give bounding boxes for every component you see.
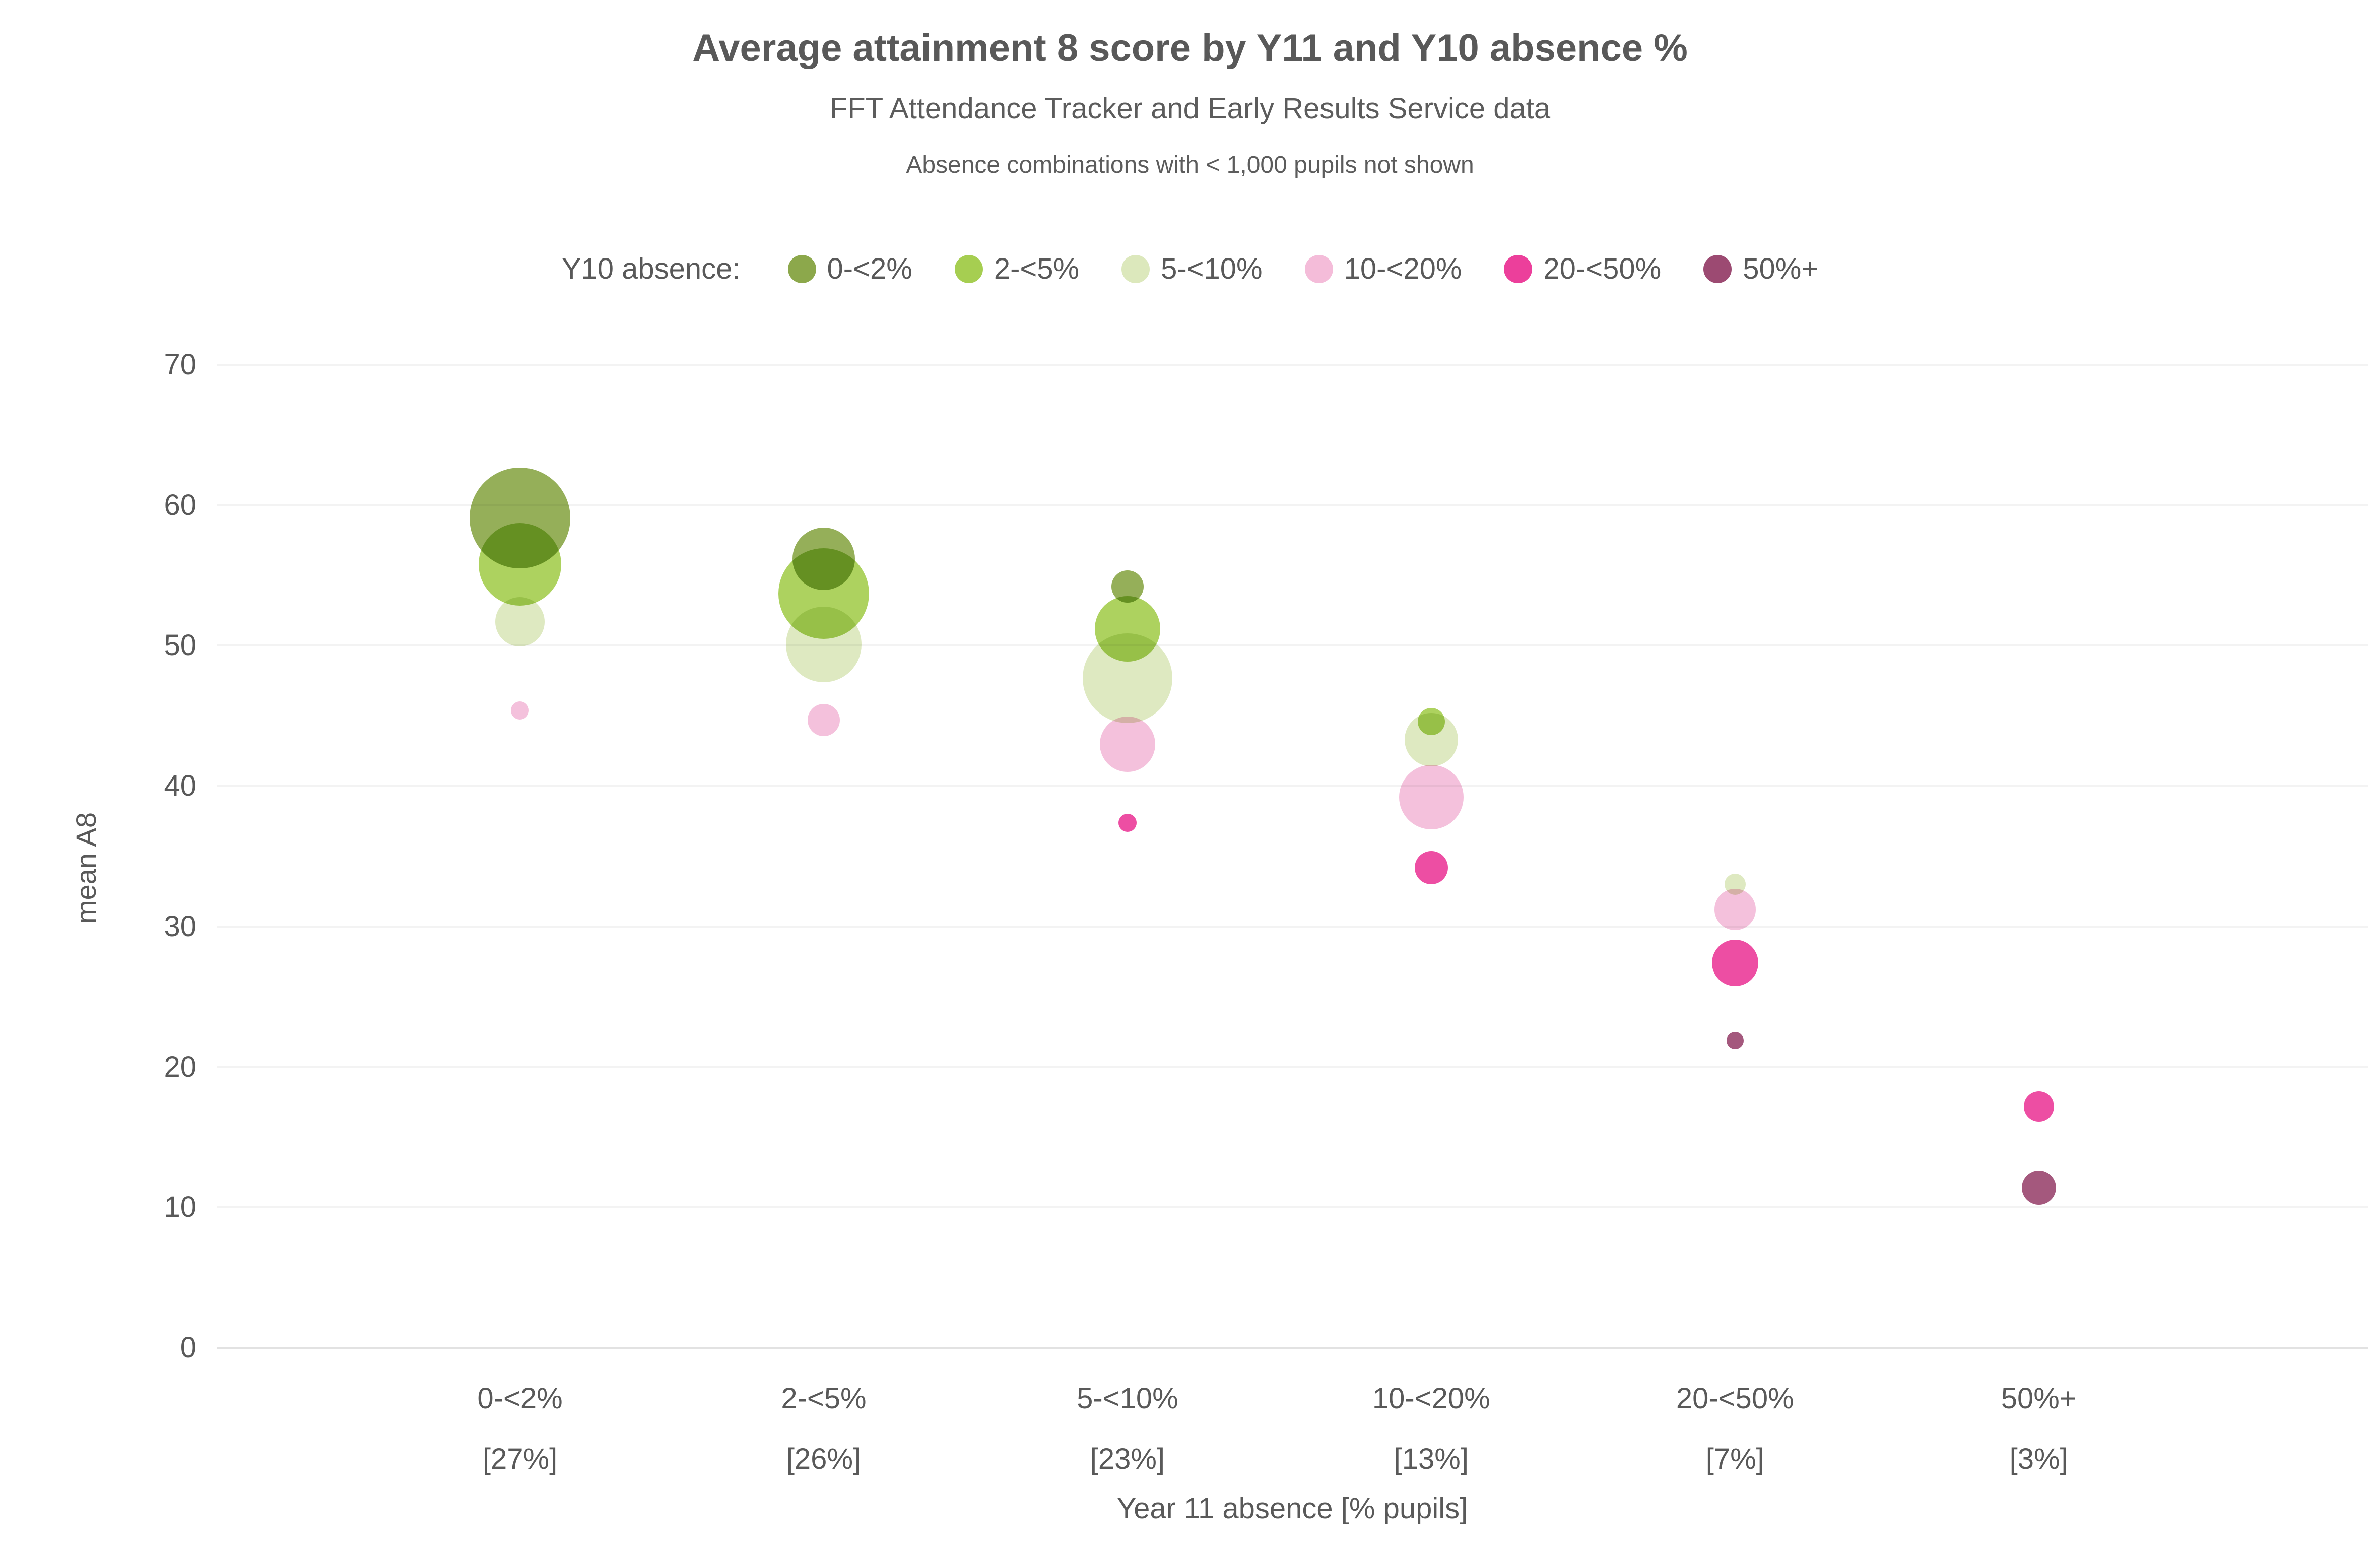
y-tick-label-10: 10 [164,1191,196,1224]
legend-dot-icon [1121,254,1150,283]
bubble-y10-20-<50%-y11-20-<50%[interactable] [1711,940,1758,987]
chart-note: Absence combinations with < 1,000 pupils… [906,152,1474,178]
legend-label: 10-<20% [1344,252,1462,285]
y-tick-label-60: 60 [164,488,196,522]
legend-item-0-<2%[interactable]: 0-<2% [787,252,912,286]
chart-subtitle: FFT Attendance Tracker and Early Results… [829,92,1551,125]
bubble-y10-5-<10%-y11-2-<5%[interactable] [785,606,862,682]
chart-title: Average attainment 8 score by Y11 and Y1… [692,27,1688,70]
bubble-y10-10-<20%-y11-2-<5%[interactable] [807,704,840,737]
legend-label: 5-<10% [1161,252,1263,285]
gridline-y-20 [217,1066,2368,1068]
bubble-y10-20-<50%-y11-5-<10%[interactable] [1118,813,1137,832]
gridline-y-50 [217,644,2368,647]
bubble-y10-10-<20%-y11-20-<50%[interactable] [1714,889,1756,931]
bubble-y10-5-<10%-y11-5-<10%[interactable] [1082,633,1172,723]
gridline-y-10 [217,1206,2368,1209]
x-tick-pct-50%+: [3%] [2009,1443,2068,1475]
legend-item-5-<10%[interactable]: 5-<10% [1121,252,1263,286]
legend-item-2-<5%[interactable]: 2-<5% [954,252,1080,286]
legend-item-50%+[interactable]: 50%+ [1703,252,1818,286]
legend-item-20-<50%[interactable]: 20-<50% [1504,252,1661,286]
bubble-y10-10-<20%-y11-5-<10%[interactable] [1099,716,1155,772]
legend-label: 50%+ [1743,252,1819,285]
x-tick-label-5-<10%: 5-<10% [1077,1382,1178,1415]
bubble-y10-5-<10%-y11-10-<20%[interactable] [1404,713,1458,767]
y-tick-label-0: 0 [180,1331,196,1364]
x-axis-title: Year 11 absence [% pupils] [1116,1492,1468,1525]
legend-label: 0-<2% [827,252,912,285]
y-tick-label-70: 70 [164,348,196,381]
legend-dot-icon [787,254,816,283]
legend-title: Y10 absence: [561,252,741,285]
x-tick-pct-0-<2%: [27%] [482,1443,558,1475]
bubble-y10-10-<20%-y11-0-<2%[interactable] [511,701,530,720]
y-tick-label-20: 20 [164,1050,196,1083]
legend-label: 20-<50% [1543,252,1662,285]
legend: Y10 absence: 0-<2% 2-<5% 5-<10% 10-<20% 20-<… [0,252,2380,286]
legend-dot-icon [1504,254,1533,283]
x-tick-label-10-<20%: 10-<20% [1372,1382,1490,1415]
x-tick-pct-5-<10%: [23%] [1090,1443,1165,1475]
bubble-y10-50%+-y11-20-<50%[interactable] [1726,1031,1744,1049]
gridline-y-70 [217,364,2368,366]
legend-dot-icon [1304,254,1333,283]
bubble-y10-5-<10%-y11-0-<2%[interactable] [495,597,545,647]
gridline-y-40 [217,785,2368,788]
bubble-y10-10-<20%-y11-10-<20%[interactable] [1399,765,1464,830]
bubble-y10-2-<5%-y11-0-<2%[interactable] [479,523,562,606]
legend-dot-icon [954,254,983,283]
legend-label: 2-<5% [994,252,1080,285]
y-axis-title: mean A8 [70,812,102,924]
gridline-y-0 [217,1347,2368,1349]
x-tick-label-20-<50%: 20-<50% [1676,1382,1794,1415]
gridline-y-60 [217,504,2368,506]
plot-area [217,364,2368,1349]
legend-item-10-<20%[interactable]: 10-<20% [1304,252,1462,286]
y-tick-label-30: 30 [164,910,196,943]
x-tick-pct-10-<20%: [13%] [1394,1443,1469,1475]
bubble-y10-20-<50%-y11-10-<20%[interactable] [1414,851,1448,884]
y-tick-label-40: 40 [164,769,196,803]
bubble-y10-20-<50%-y11-50%+[interactable] [2023,1091,2054,1122]
x-tick-label-2-<5%: 2-<5% [781,1382,867,1415]
x-tick-pct-20-<50%: [7%] [1705,1443,1764,1475]
x-tick-label-0-<2%: 0-<2% [477,1382,563,1415]
x-tick-pct-2-<5%: [26%] [786,1443,862,1475]
bubble-y10-50%+-y11-50%+[interactable] [2021,1171,2056,1205]
legend-dot-icon [1703,254,1732,283]
y-tick-label-50: 50 [164,629,196,662]
gridline-y-30 [217,925,2368,928]
x-tick-label-50%+: 50%+ [2001,1382,2077,1415]
